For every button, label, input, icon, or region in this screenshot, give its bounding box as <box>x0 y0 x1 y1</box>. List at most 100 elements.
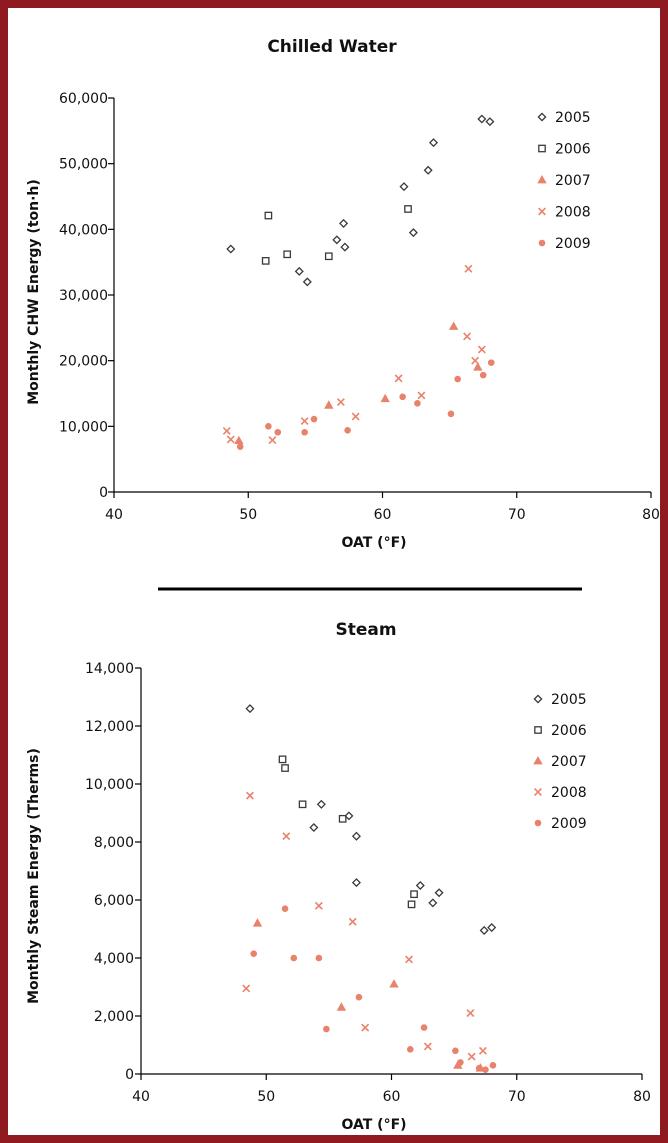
data-point <box>301 428 308 436</box>
legend-label: 2007 <box>555 173 591 189</box>
data-point <box>250 950 258 957</box>
data-point <box>323 1025 330 1033</box>
data-point <box>281 905 289 912</box>
scatter-charts: Chilled Water Monthly CHW Energy (ton·h)… <box>26 37 660 1133</box>
data-point <box>361 1023 370 1032</box>
x-tick-label: 60 <box>374 507 392 523</box>
x-tick-label: 80 <box>633 1089 651 1105</box>
data-point <box>434 888 444 898</box>
x-tick-label: 40 <box>105 507 123 523</box>
data-point <box>408 228 418 238</box>
y-tick-label: 12,000 <box>85 719 134 735</box>
data-point <box>394 374 403 383</box>
y-tick-label: 8,000 <box>94 835 134 851</box>
data-point <box>242 984 251 993</box>
x-tick-label: 80 <box>642 507 660 523</box>
data-point <box>338 814 347 823</box>
data-point <box>423 1042 432 1051</box>
steam-chart: Steam Monthly Steam Energy (Therms) OAT … <box>26 620 651 1133</box>
data-point <box>475 1064 483 1072</box>
x-axis-label: OAT (°F) <box>341 535 406 551</box>
data-point <box>485 117 495 127</box>
data-point <box>447 410 455 418</box>
data-point <box>466 1009 475 1018</box>
y-tick-label: 60,000 <box>59 91 108 107</box>
data-point <box>454 375 461 383</box>
data-point <box>471 356 480 365</box>
data-point <box>245 704 255 714</box>
legend-marker <box>538 239 546 247</box>
data-point <box>351 831 361 841</box>
data-point <box>428 898 438 908</box>
x-tick-label: 70 <box>508 1089 526 1105</box>
y-tick-label: 2,000 <box>94 1009 134 1025</box>
legend-marker <box>538 144 546 153</box>
legend-marker <box>533 694 543 704</box>
legend-marker <box>533 755 543 765</box>
data-point <box>309 822 319 833</box>
data-point <box>336 1002 347 1011</box>
data-point <box>314 901 323 910</box>
data-point <box>351 878 361 888</box>
data-point <box>380 393 390 403</box>
data-point <box>420 1024 428 1031</box>
legend-marker <box>534 726 542 734</box>
y-axis-label: Monthly Steam Energy (Therms) <box>26 748 42 1004</box>
data-point <box>487 923 497 933</box>
legend-marker <box>537 174 547 184</box>
data-point <box>316 799 326 809</box>
data-point <box>281 764 289 772</box>
data-point <box>415 880 425 891</box>
data-point <box>298 800 307 809</box>
data-point <box>399 182 409 192</box>
data-point <box>477 114 487 124</box>
data-point <box>268 436 277 445</box>
legend-label: 2006 <box>551 723 587 739</box>
x-tick-label: 50 <box>257 1089 275 1105</box>
data-point <box>406 1046 414 1053</box>
data-point <box>428 138 439 148</box>
chart-title: Chilled Water <box>267 37 397 57</box>
data-point <box>482 1066 489 1073</box>
data-point <box>324 252 333 261</box>
legend-label: 2009 <box>555 236 591 252</box>
legend-label: 2005 <box>555 110 591 126</box>
data-point <box>410 890 418 899</box>
data-point <box>246 791 254 800</box>
data-point <box>407 900 416 909</box>
data-point <box>344 811 354 821</box>
legend-label: 2007 <box>551 754 587 770</box>
data-point <box>261 257 270 265</box>
x-tick-label: 60 <box>383 1089 401 1105</box>
data-point <box>452 1047 459 1055</box>
y-tick-label: 0 <box>99 485 108 501</box>
x-tick-label: 50 <box>239 507 257 523</box>
data-point <box>234 435 244 445</box>
data-point <box>399 393 406 401</box>
y-tick-label: 6,000 <box>94 893 134 909</box>
data-point <box>489 1062 497 1069</box>
data-point <box>389 979 399 988</box>
data-point <box>315 954 323 962</box>
data-point <box>274 428 282 436</box>
x-axis-label: OAT (°F) <box>341 1117 406 1133</box>
y-tick-label: 14,000 <box>85 661 134 677</box>
legend-marker <box>534 819 542 827</box>
data-point <box>222 426 231 435</box>
data-point <box>448 321 459 330</box>
data-point <box>278 755 287 764</box>
data-point <box>282 832 291 841</box>
data-point <box>478 1046 487 1055</box>
data-point <box>457 1059 464 1066</box>
data-point <box>404 205 412 213</box>
data-point <box>265 423 272 430</box>
y-tick-label: 50,000 <box>59 157 108 173</box>
data-point <box>294 266 304 276</box>
legend-marker <box>537 112 547 122</box>
legend-label: 2008 <box>551 785 587 801</box>
legend-label: 2009 <box>551 816 587 832</box>
y-tick-label: 10,000 <box>59 419 108 435</box>
data-point <box>405 955 414 964</box>
legend-marker <box>538 207 546 216</box>
data-point <box>417 391 426 400</box>
